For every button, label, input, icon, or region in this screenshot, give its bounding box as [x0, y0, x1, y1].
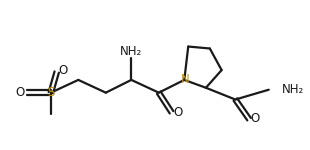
Text: NH₂: NH₂	[281, 83, 304, 96]
Text: O: O	[58, 64, 67, 77]
Text: NH₂: NH₂	[120, 45, 142, 58]
Text: O: O	[174, 106, 183, 119]
Text: O: O	[16, 86, 25, 99]
Text: O: O	[250, 112, 259, 125]
Text: N: N	[181, 73, 190, 86]
Text: S: S	[47, 86, 55, 99]
